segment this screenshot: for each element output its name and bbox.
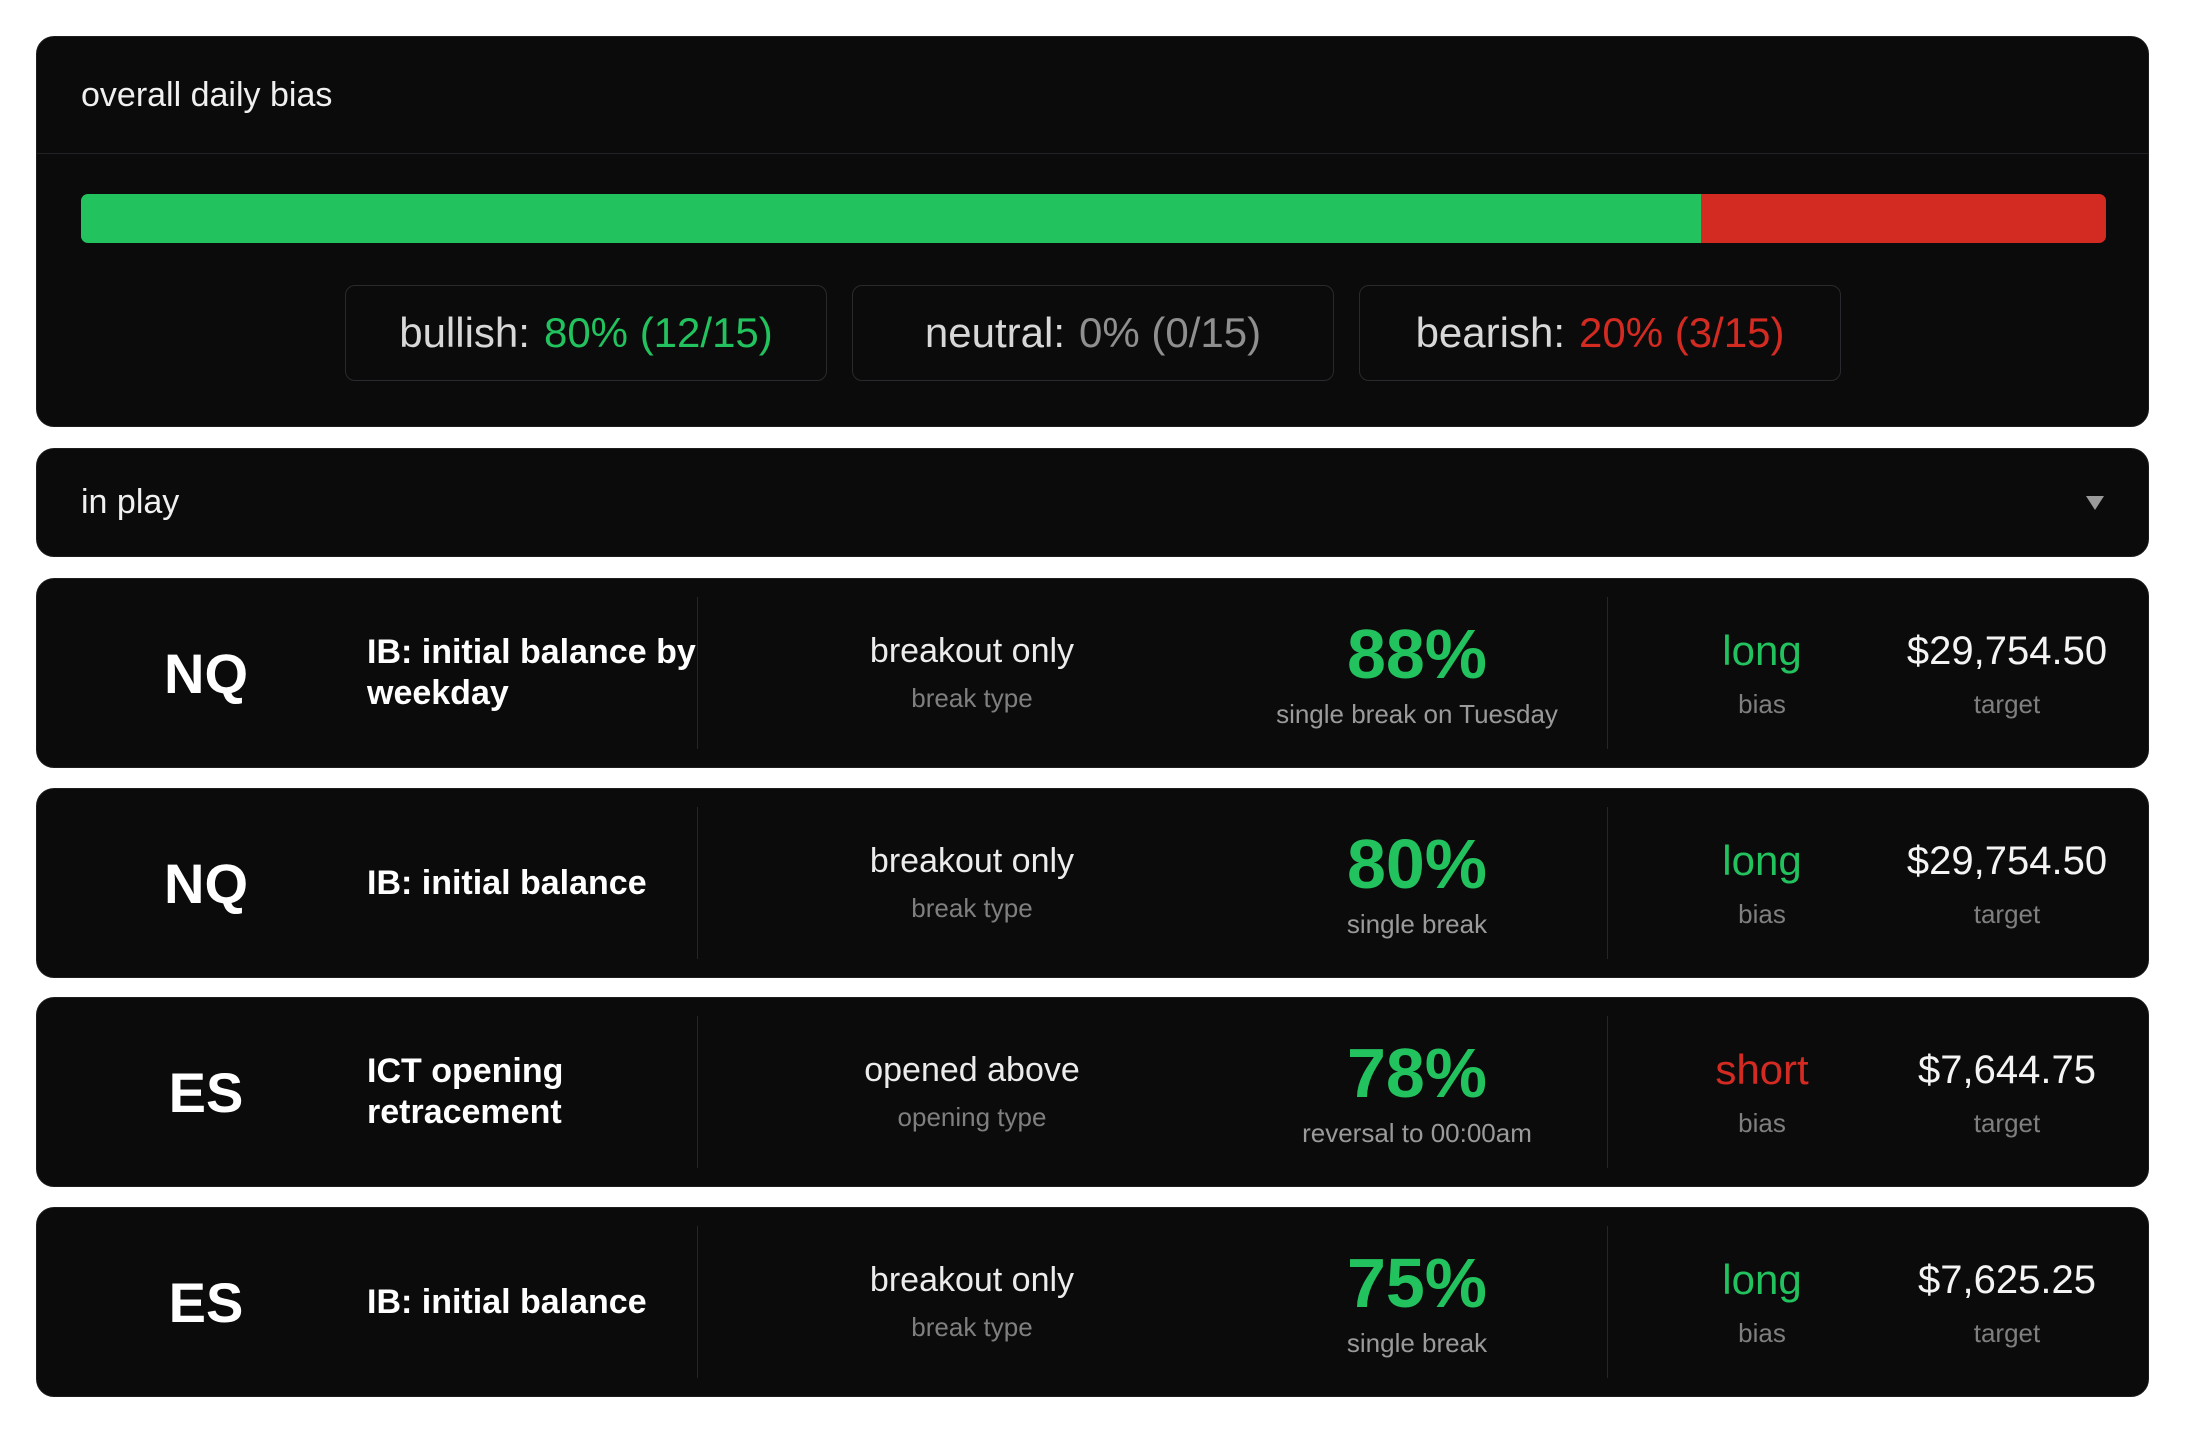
bias-label: bias bbox=[1738, 898, 1786, 929]
symbol: NQ bbox=[164, 851, 248, 915]
divider bbox=[697, 597, 698, 749]
type-value: breakout only bbox=[869, 631, 1075, 670]
setup-row[interactable]: ES ICT opening retracement opened above ope… bbox=[36, 997, 2149, 1187]
probability-column: 80% single break bbox=[1167, 789, 1667, 977]
overall-bias-card: overall daily bias bullish: 80% (12/15) … bbox=[36, 36, 2149, 427]
target-column: $29,754.50 target bbox=[1877, 789, 2137, 977]
setup-row[interactable]: NQ IB: initial balance breakout only break … bbox=[36, 788, 2149, 978]
bias-bar bbox=[81, 194, 2106, 243]
bias-label: bias bbox=[1738, 1317, 1786, 1348]
type-column: breakout only break type bbox=[737, 789, 1207, 977]
bias-label: bias bbox=[1738, 688, 1786, 719]
type-value: opened above bbox=[864, 1050, 1080, 1089]
bearish-stat-value: 20% (3/15) bbox=[1578, 309, 1785, 356]
setup-name: ICT opening retracement bbox=[367, 1052, 564, 1131]
divider bbox=[1607, 807, 1608, 959]
divider bbox=[1607, 1016, 1608, 1168]
bias-bar-bearish-segment bbox=[1701, 194, 2106, 243]
overall-bias-title: overall daily bias bbox=[37, 37, 2148, 154]
divider bbox=[697, 807, 698, 959]
setup-row[interactable]: ES IB: initial balance breakout only break … bbox=[36, 1207, 2149, 1397]
bias-value: long bbox=[1722, 626, 1802, 674]
target-value: $7,644.75 bbox=[1918, 1047, 2096, 1092]
divider bbox=[1607, 597, 1608, 749]
type-label: opening type bbox=[897, 1101, 1047, 1132]
bias-column: long bias bbox=[1637, 789, 1887, 977]
target-value: $29,754.50 bbox=[1906, 628, 2108, 673]
neutral-stat-label: neutral: bbox=[924, 309, 1065, 356]
type-value: breakout only bbox=[869, 1260, 1075, 1299]
target-label: target bbox=[1973, 898, 2041, 929]
bias-value: short bbox=[1715, 1045, 1809, 1093]
probability-label: single break on Tuesday bbox=[1276, 698, 1558, 729]
divider bbox=[697, 1016, 698, 1168]
type-label: break type bbox=[911, 892, 1033, 923]
setup-name: IB: initial balance bbox=[367, 1282, 647, 1321]
target-value: $7,625.25 bbox=[1918, 1257, 2096, 1302]
probability-value: 75% bbox=[1346, 1243, 1488, 1322]
target-label: target bbox=[1973, 1317, 2041, 1348]
type-column: breakout only break type bbox=[737, 1208, 1207, 1396]
in-play-label: in play bbox=[81, 483, 180, 521]
target-column: $7,625.25 target bbox=[1877, 1208, 2137, 1396]
target-column: $29,754.50 target bbox=[1877, 579, 2137, 767]
type-value: breakout only bbox=[869, 841, 1075, 880]
setup-name: IB: initial balance by weekday bbox=[367, 633, 696, 712]
type-column: opened above opening type bbox=[737, 998, 1207, 1186]
divider bbox=[1607, 1226, 1608, 1378]
in-play-dropdown[interactable]: in play bbox=[36, 448, 2149, 557]
type-label: break type bbox=[911, 682, 1033, 713]
bias-label: bias bbox=[1738, 1107, 1786, 1138]
type-column: breakout only break type bbox=[737, 579, 1207, 767]
bias-column: short bias bbox=[1637, 998, 1887, 1186]
probability-value: 80% bbox=[1346, 824, 1488, 903]
bullish-stat-label: bullish: bbox=[399, 309, 530, 356]
probability-label: single break bbox=[1346, 1327, 1488, 1358]
probability-label: single break bbox=[1346, 908, 1488, 939]
bias-value: long bbox=[1722, 836, 1802, 884]
bias-column: long bias bbox=[1637, 1208, 1887, 1396]
setup-row[interactable]: NQ IB: initial balance by weekday breakout… bbox=[36, 578, 2149, 768]
target-label: target bbox=[1973, 1107, 2041, 1138]
divider bbox=[697, 1226, 698, 1378]
symbol: ES bbox=[168, 1060, 244, 1124]
probability-column: 88% single break on Tuesday bbox=[1167, 579, 1667, 767]
probability-value: 78% bbox=[1346, 1033, 1488, 1112]
neutral-stat: neutral: 0% (0/15) bbox=[852, 285, 1334, 381]
neutral-stat-value: 0% (0/15) bbox=[1079, 309, 1262, 356]
bullish-stat-value: 80% (12/15) bbox=[543, 309, 773, 356]
symbol: ES bbox=[168, 1270, 244, 1334]
target-label: target bbox=[1973, 688, 2041, 719]
bearish-stat-label: bearish: bbox=[1415, 309, 1565, 356]
probability-column: 78% reversal to 00:00am bbox=[1167, 998, 1667, 1186]
probability-label: reversal to 00:00am bbox=[1302, 1117, 1532, 1148]
type-label: break type bbox=[911, 1311, 1033, 1342]
chevron-down-icon[interactable] bbox=[2086, 495, 2104, 510]
target-value: $29,754.50 bbox=[1906, 838, 2108, 883]
symbol: NQ bbox=[164, 641, 248, 705]
bullish-stat: bullish: 80% (12/15) bbox=[345, 285, 827, 381]
target-column: $7,644.75 target bbox=[1877, 998, 2137, 1186]
bearish-stat: bearish: 20% (3/15) bbox=[1359, 285, 1841, 381]
bias-column: long bias bbox=[1637, 579, 1887, 767]
bias-bar-bullish-segment bbox=[81, 194, 1701, 243]
bias-value: long bbox=[1722, 1255, 1802, 1303]
probability-column: 75% single break bbox=[1167, 1208, 1667, 1396]
probability-value: 88% bbox=[1346, 614, 1488, 693]
setup-name: IB: initial balance bbox=[367, 863, 647, 902]
